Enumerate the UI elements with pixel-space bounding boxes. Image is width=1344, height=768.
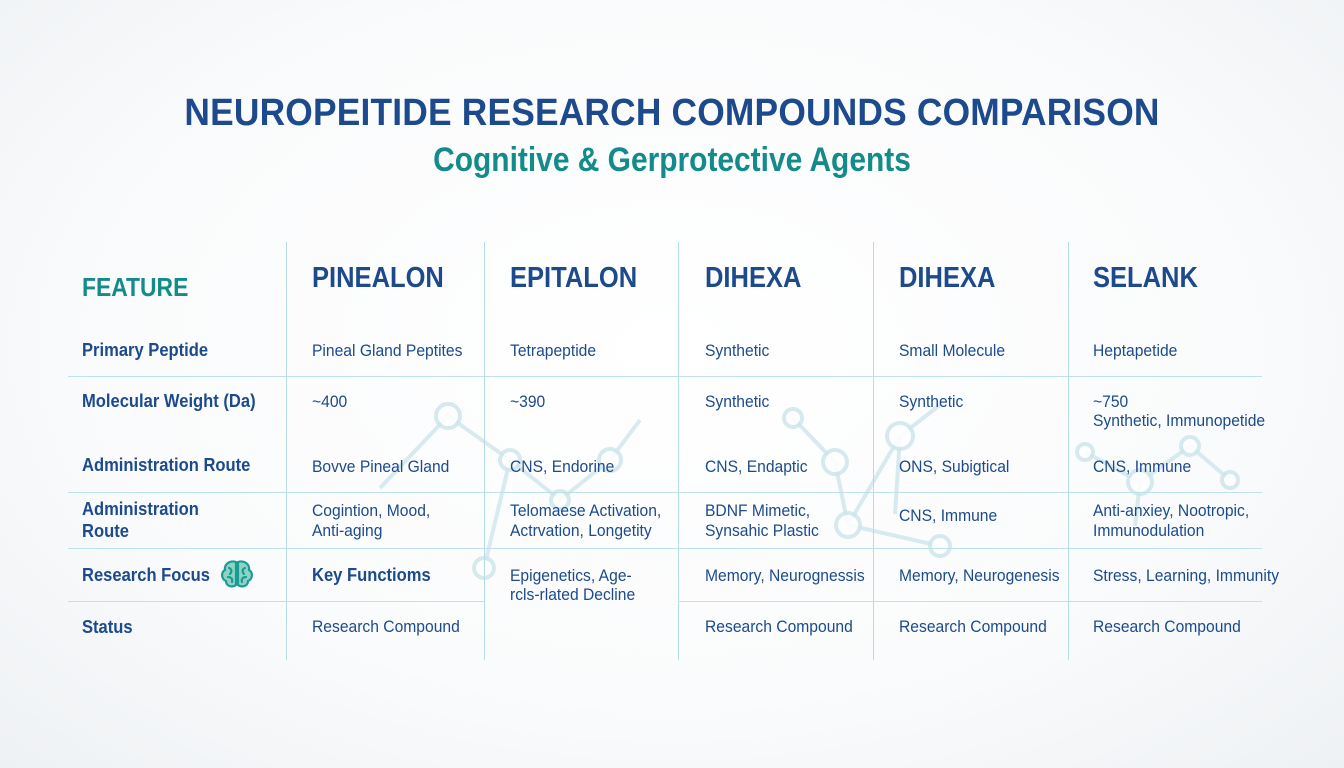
row-divider — [678, 601, 1262, 602]
table-cell: Synthetic — [899, 392, 964, 411]
feature-label: Route — [82, 521, 129, 541]
table-cell: Synthetic, Immunopetide — [1093, 411, 1266, 430]
header-dihexa-2: DIHEXA — [899, 262, 996, 294]
table-cell: Immunodulation — [1093, 521, 1205, 540]
table-cell: Research Compound — [899, 617, 1047, 636]
table-cell: Heptapetide — [1093, 341, 1178, 360]
table-cell: Actrvation, Longetity — [510, 521, 652, 540]
column-divider — [286, 242, 287, 660]
table-cell: CNS, Immune — [899, 506, 998, 525]
table-cell: ~390 — [510, 392, 546, 411]
table-cell: Synthetic — [705, 392, 770, 411]
table-cell: Anti-anxiey, Nootropic, — [1093, 501, 1250, 520]
table-cell: Key Functioms — [312, 565, 431, 585]
row-divider — [68, 601, 484, 602]
feature-label: Administration — [82, 499, 199, 519]
table-cell: ~750 — [1093, 392, 1129, 411]
table-cell: ~400 — [312, 392, 348, 411]
table-cell: rcls-rlated Decline — [510, 585, 636, 604]
header-dihexa: DIHEXA — [705, 262, 802, 294]
table-cell: Memory, Neurognessis — [705, 566, 865, 585]
table-cell: Telomaese Activation, — [510, 501, 662, 520]
table-cell: Pineal Gland Peptites — [312, 341, 463, 360]
table-cell: Memory, Neurogenesis — [899, 566, 1060, 585]
feature-label: Research Focus — [82, 565, 210, 585]
table-cell: Tetrapeptide — [510, 341, 597, 360]
table-cell: Synsahic Plastic — [705, 521, 819, 540]
feature-label: Status — [82, 617, 133, 637]
header-pinealon: PINEALON — [312, 262, 444, 294]
row-divider — [68, 376, 1262, 377]
column-divider — [1068, 242, 1069, 660]
table-cell: CNS, Immune — [1093, 457, 1192, 476]
table-cell: BDNF Mimetic, — [705, 501, 811, 520]
header-feature: FEATURE — [82, 272, 189, 302]
header-selank: SELANK — [1093, 262, 1198, 294]
table-cell: Stress, Learning, Immunity — [1093, 566, 1280, 585]
page-subtitle: Cognitive & Gerprotective Agents — [433, 141, 911, 179]
table-cell: Research Compound — [705, 617, 853, 636]
page-title: NEUROPEITIDE RESEARCH COMPOUNDS COMPARIS… — [184, 92, 1160, 134]
table-cell: Synthetic — [705, 341, 770, 360]
feature-label: Molecular Weight (Da) — [82, 391, 256, 411]
table-cell: CNS, Endaptic — [705, 457, 808, 476]
table-cell: Cogintion, Mood, — [312, 501, 431, 520]
header-epitalon: EPITALON — [510, 262, 638, 294]
row-divider — [68, 548, 1262, 549]
table-cell: Small Molecule — [899, 341, 1006, 360]
row-divider — [68, 492, 1262, 493]
table-cell: Anti-aging — [312, 521, 383, 540]
column-divider — [678, 242, 679, 660]
feature-label: Administration Route — [82, 455, 251, 475]
column-divider — [873, 242, 874, 660]
table-cell: Epigenetics, Age- — [510, 566, 632, 585]
table-cell: Research Compound — [312, 617, 460, 636]
table-cell: CNS, Endorine — [510, 457, 615, 476]
brain-icon — [221, 560, 253, 588]
column-divider — [484, 242, 485, 660]
table-cell: Bovve Pineal Gland — [312, 457, 450, 476]
table-cell: Research Compound — [1093, 617, 1241, 636]
table-cell: ONS, Subigtical — [899, 457, 1010, 476]
feature-label: Primary Peptide — [82, 340, 209, 360]
